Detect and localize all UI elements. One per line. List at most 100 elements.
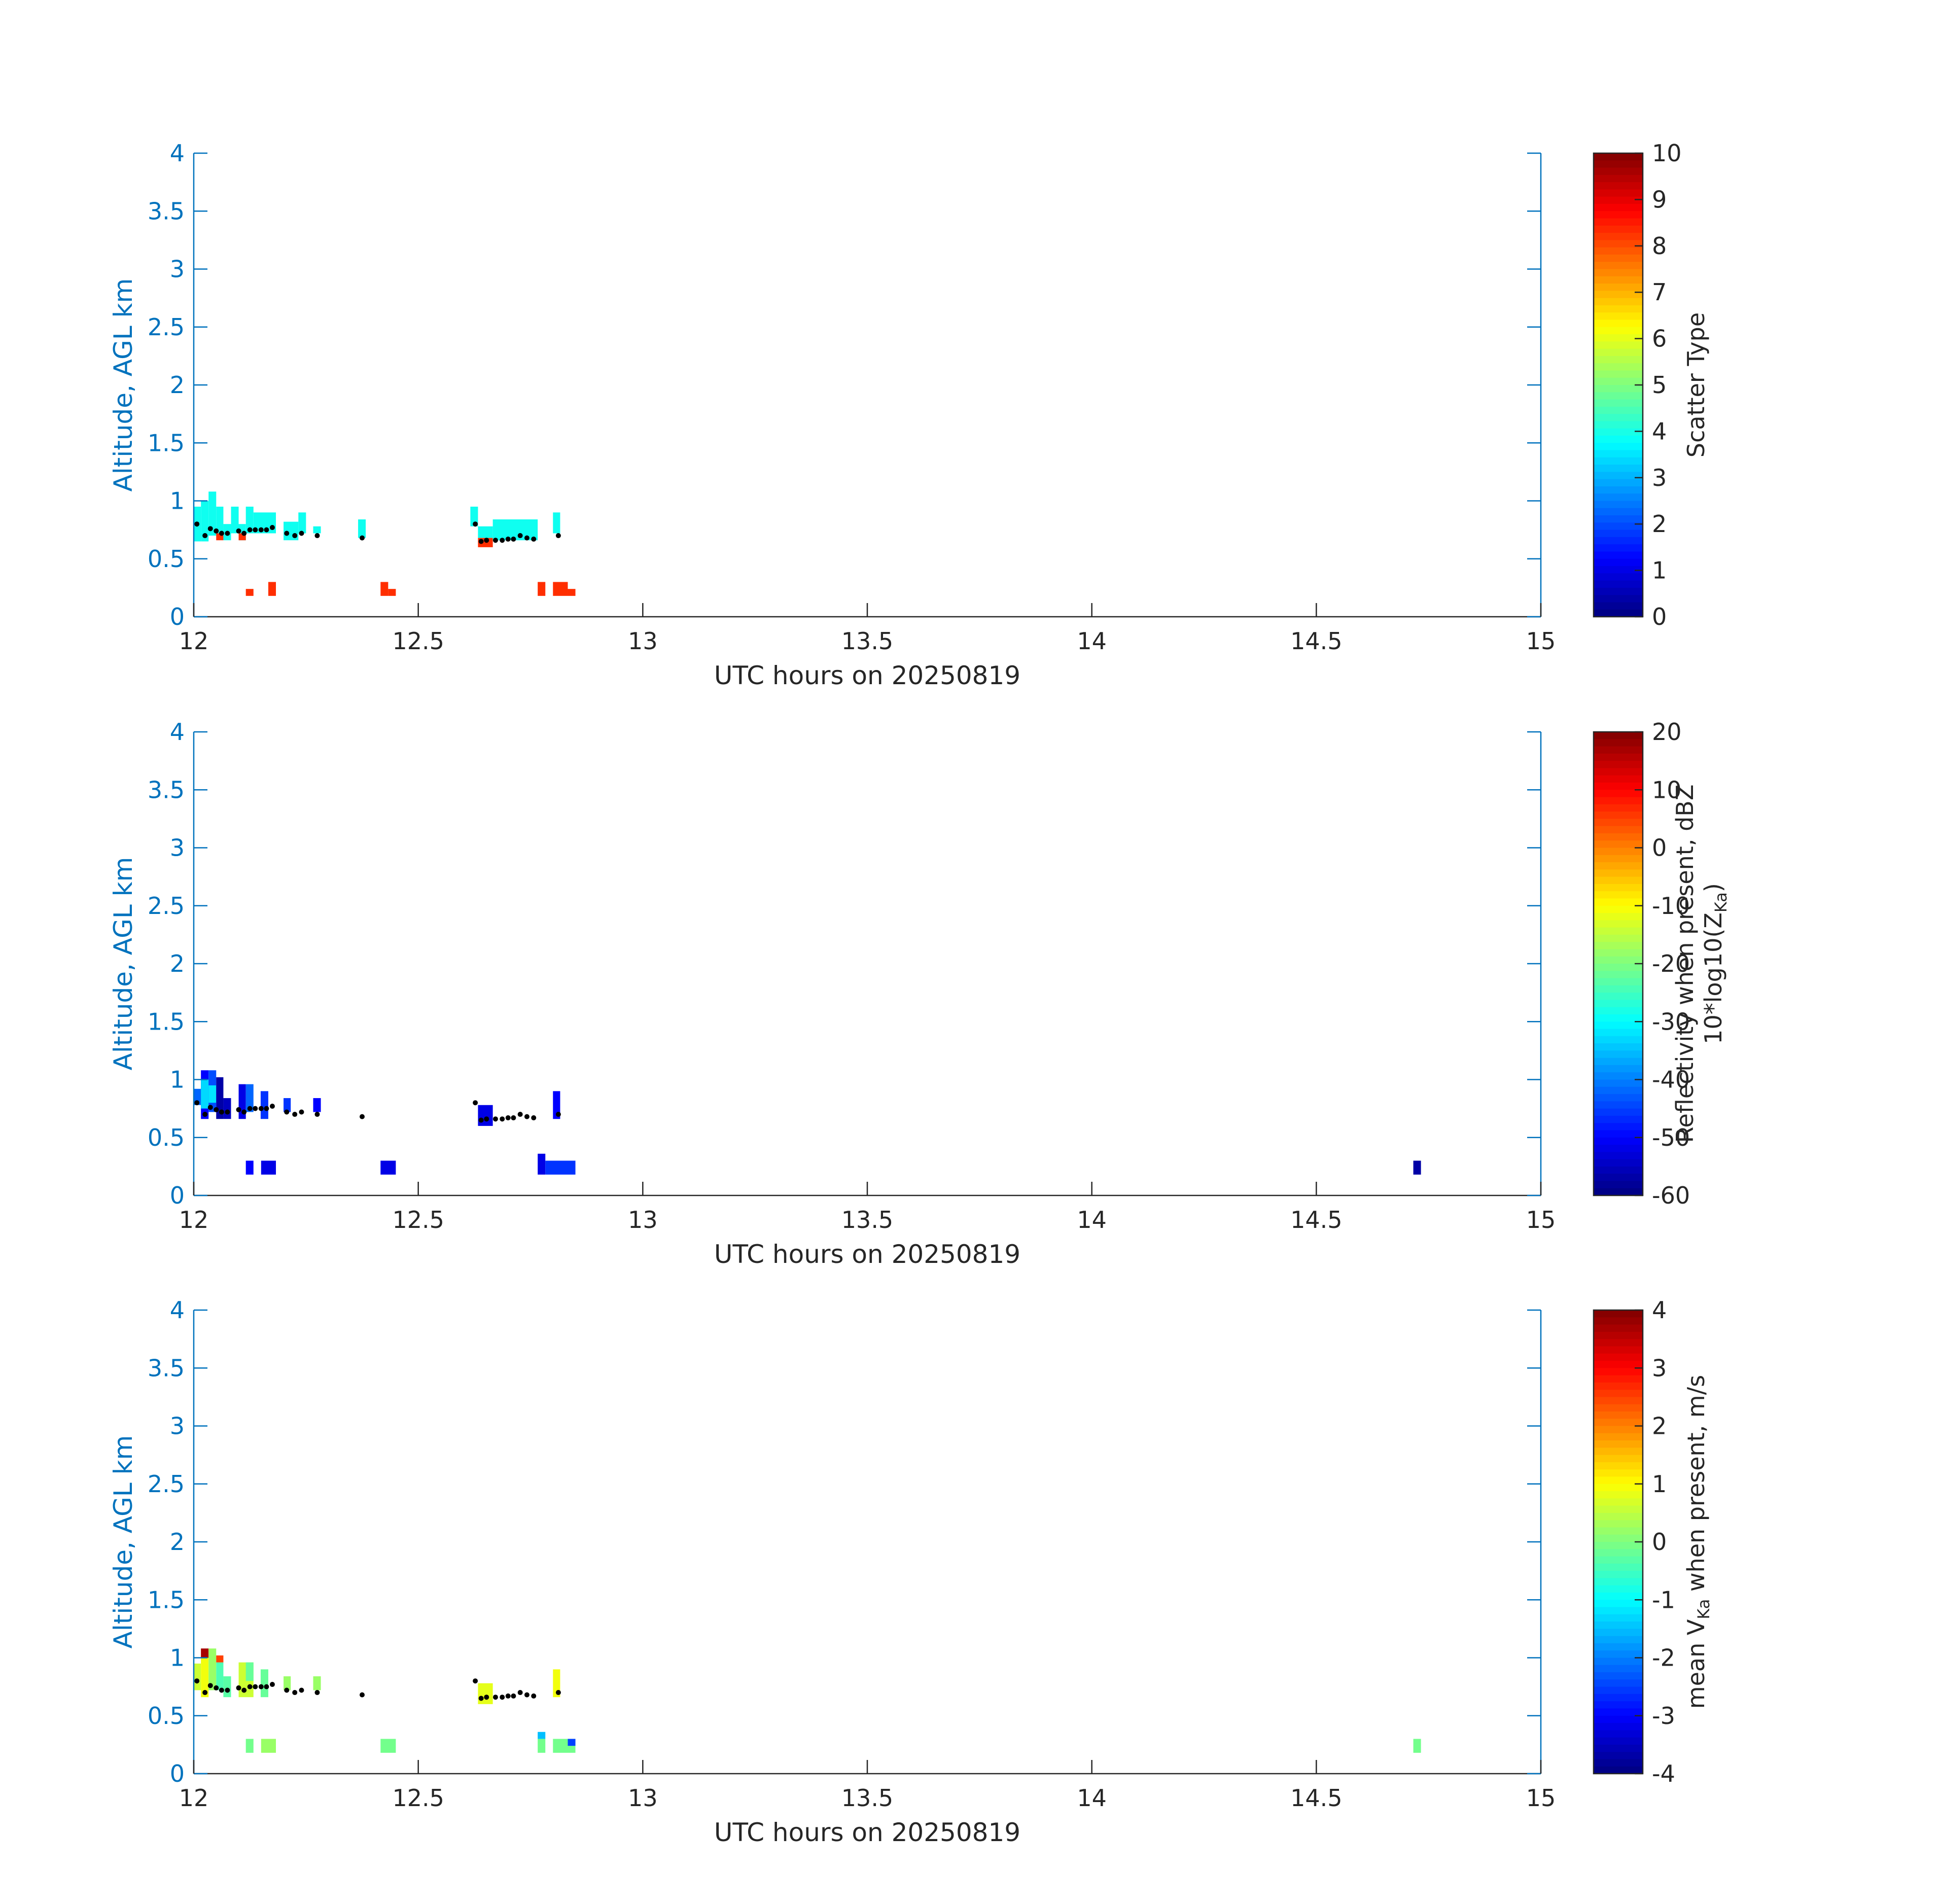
colorbar-strip: [1594, 1108, 1643, 1116]
y-tick-label: 4: [170, 139, 185, 167]
cloud-base-dot: [219, 1109, 224, 1115]
colorbar-strip: [1594, 465, 1643, 472]
heatmap-cell: [268, 582, 276, 596]
cloud-base-dot: [500, 538, 505, 543]
colorbar-strip: [1594, 964, 1643, 971]
cloud-base-dot: [299, 531, 304, 536]
colorbar-tick-label: 4: [1652, 1296, 1667, 1324]
cloud-base-dot: [241, 1109, 247, 1115]
y-tick-label: 3: [170, 256, 185, 283]
colorbar-strip: [1594, 934, 1643, 942]
colorbar-strip: [1594, 435, 1643, 443]
y-tick-label: 0: [170, 1760, 185, 1787]
cloud-base-dot: [225, 531, 230, 536]
colorbar-strip: [1594, 508, 1643, 516]
colorbar-strip: [1594, 609, 1643, 617]
colorbar-strip: [1594, 869, 1643, 877]
cloud-base-dot: [555, 1112, 561, 1117]
heatmap-cell: [208, 1648, 217, 1690]
heatmap-cell: [261, 1739, 276, 1753]
panel-middle: 0 0.5 1 1.5 2 2.5 3 3.5 4 12 12.5 13 13.5 14 14.5 15 UTC…: [109, 718, 1731, 1269]
colorbar-strip: [1594, 812, 1643, 819]
cloud-base-dot: [258, 1106, 264, 1111]
cloud-base-dot: [531, 536, 537, 542]
colorbar-strip: [1594, 1679, 1643, 1687]
x-tick-label: 12: [179, 1206, 209, 1233]
colorbar-strip: [1594, 1512, 1643, 1521]
colorbar-strip: [1594, 530, 1643, 538]
colorbar-strip: [1594, 1672, 1643, 1680]
heatmap-cell: [553, 512, 560, 534]
colorbar-strip: [1594, 254, 1643, 262]
heatmap-cells: [194, 491, 576, 596]
colorbar-strip: [1594, 334, 1643, 342]
cloud-base-dot: [194, 1100, 200, 1106]
heatmap-cell: [313, 1676, 321, 1690]
colorbar-strip: [1594, 1563, 1643, 1571]
cloud-base-dot: [555, 1690, 561, 1696]
colorbar-strip: [1594, 587, 1643, 595]
cloud-base-dot: [269, 1104, 275, 1109]
cloud-base-dot: [517, 1690, 523, 1696]
cloud-base-dot: [505, 536, 511, 542]
heatmap-cell: [245, 1160, 254, 1175]
colorbar-strip: [1594, 203, 1643, 211]
colorbar-strip: [1594, 1043, 1643, 1051]
y-tick-label: 0: [170, 603, 185, 630]
cloud-base-dot: [473, 521, 478, 527]
heatmap-cell: [245, 1084, 254, 1112]
x-tick-label: 14: [1077, 1206, 1107, 1233]
colorbar-strip: [1594, 1455, 1643, 1463]
colorbar-strip: [1594, 196, 1643, 204]
colorbar-strip: [1594, 775, 1643, 783]
colorbar-strip: [1594, 1621, 1643, 1629]
cloud-base-dot: [511, 1115, 516, 1120]
colorbar-strip: [1594, 797, 1643, 805]
colorbar-strip: [1594, 768, 1643, 776]
colorbar-strip: [1594, 956, 1643, 964]
colorbar-tick-label: -30: [1652, 1008, 1690, 1035]
colorbar-tick-label: 7: [1652, 278, 1667, 306]
cloud-base-dot: [360, 535, 365, 541]
cloud-base-dot: [194, 1678, 200, 1684]
colorbar-strip: [1594, 1440, 1643, 1448]
cloud-base-dot: [478, 539, 484, 544]
colorbar-strip: [1594, 732, 1643, 739]
colorbar-label: Scatter Type: [1682, 312, 1710, 457]
colorbar-strip: [1594, 493, 1643, 502]
y-tick-label: 3.5: [148, 776, 185, 803]
cloud-base-dot: [299, 1687, 304, 1693]
cloud-base-dot: [269, 1682, 275, 1687]
cloud-base-dot: [299, 1109, 304, 1115]
colorbar-tick-label: 20: [1652, 718, 1682, 746]
cloud-base-dot: [492, 538, 498, 543]
cloud-base-dot: [524, 1692, 530, 1698]
heatmap-cell: [313, 526, 321, 534]
heatmap-cell: [216, 506, 224, 536]
cloud-base-dot: [517, 533, 523, 539]
heatmap-cell: [201, 1648, 209, 1658]
colorbar-strip: [1594, 1101, 1643, 1109]
heatmap-cell: [223, 1676, 231, 1698]
colorbar-strip: [1594, 1404, 1643, 1412]
colorbar-strip: [1594, 1317, 1643, 1325]
colorbar-label-text: mean V: [1682, 1619, 1710, 1709]
colorbar-strip: [1594, 739, 1643, 747]
colorbar-strip: [1594, 1145, 1643, 1152]
colorbar-tick-label: -20: [1652, 950, 1690, 977]
colorbar-strip: [1594, 421, 1643, 429]
colorbar-tick-label: -60: [1652, 1182, 1690, 1209]
cloud-base-dot: [500, 1695, 505, 1700]
x-axis-label: UTC hours on 20250819: [714, 1818, 1020, 1847]
colorbar-strip: [1594, 920, 1643, 928]
heatmap-cell: [298, 512, 306, 534]
cloud-base-dot: [360, 1114, 365, 1119]
heatmap-cell: [538, 1739, 546, 1753]
colorbar-strip: [1594, 1686, 1643, 1695]
x-tick-label: 12.5: [392, 627, 444, 655]
colorbar-strip: [1594, 356, 1643, 364]
cloud-base-dot: [478, 1696, 484, 1701]
colorbar-strip: [1594, 1715, 1643, 1723]
colorbar-tick-label: 6: [1652, 325, 1667, 352]
colorbar-strip: [1594, 1130, 1643, 1138]
